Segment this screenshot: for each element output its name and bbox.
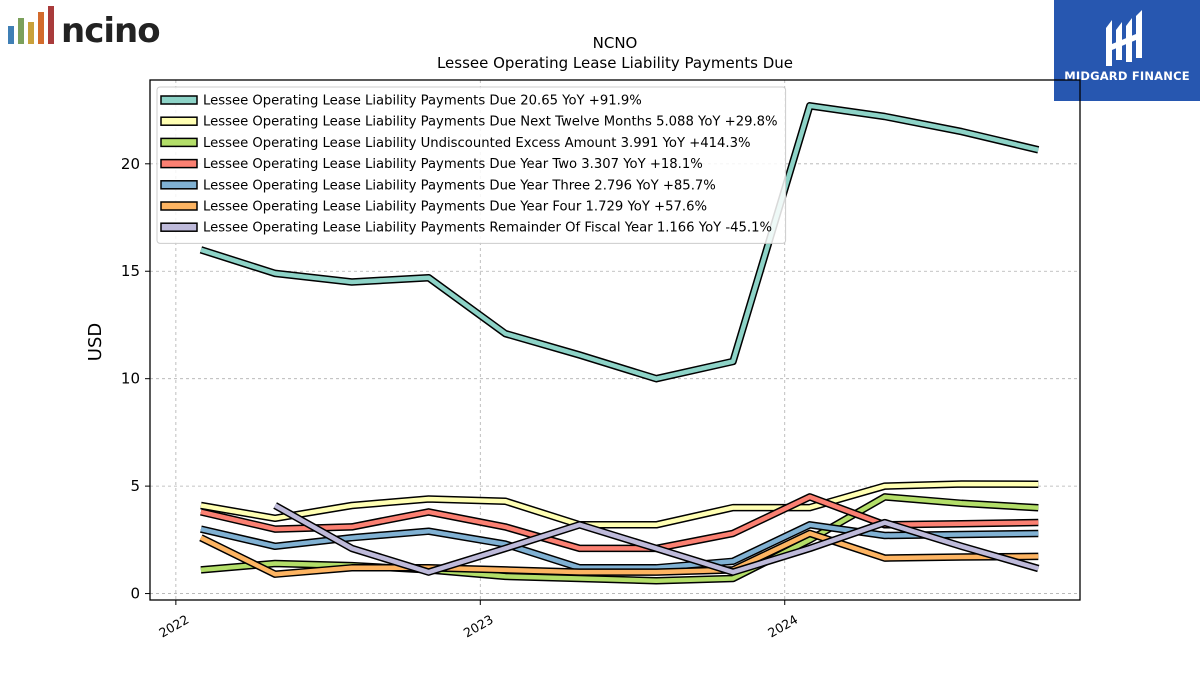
- midgard-emblem-icon: [1106, 10, 1142, 66]
- series-line: [273, 502, 1040, 576]
- series-line-stroke: [200, 103, 1039, 381]
- legend-swatch: [160, 222, 198, 232]
- legend-label: Lessee Operating Lease Liability Undisco…: [203, 136, 751, 151]
- series-line-stroke: [199, 531, 1039, 577]
- legend-label: Lessee Operating Lease Liability Payment…: [203, 157, 703, 172]
- y-tick-label: 0: [130, 585, 140, 603]
- legend-label: Lessee Operating Lease Liability Payment…: [203, 200, 707, 215]
- ncino-logo-mark: ncino: [8, 6, 161, 51]
- series-line: [199, 102, 1040, 383]
- chart-subtitle: Lessee Operating Lease Liability Payment…: [437, 54, 793, 72]
- legend-swatch: [160, 201, 198, 211]
- legend: Lessee Operating Lease Liability Payment…: [156, 86, 787, 244]
- y-tick-label: 10: [121, 370, 140, 388]
- ncino-logo: ncino: [6, 6, 166, 51]
- ncino-logo-bar: [28, 22, 34, 44]
- ncino-logo-bar: [38, 12, 44, 44]
- y-tick-label: 20: [121, 155, 140, 173]
- series-line: [199, 529, 1039, 578]
- series-lines: [199, 102, 1040, 585]
- x-tick-label: 2024: [765, 612, 800, 641]
- legend-label: Lessee Operating Lease Liability Payment…: [203, 94, 642, 109]
- legend-swatch: [160, 116, 198, 126]
- legend-swatch: [160, 180, 198, 190]
- chart-title: NCNO: [593, 34, 638, 52]
- x-tick-label: 2022: [156, 612, 191, 641]
- series-line-outline: [200, 480, 1039, 529]
- midgard-finance-logo: MIDGARD FINANCE: [1054, 0, 1200, 101]
- legend-swatch: [160, 137, 198, 148]
- ncino-logo-bar: [18, 18, 24, 44]
- ncino-logo-text: ncino: [61, 11, 160, 46]
- legend-swatch: [160, 95, 198, 105]
- ncino-logo-bar: [48, 6, 54, 44]
- y-tick-label: 5: [130, 477, 140, 495]
- legend-box: [156, 86, 787, 244]
- y-tick-label: 15: [121, 262, 140, 280]
- midgard-logo-text: MIDGARD FINANCE: [1064, 69, 1190, 83]
- x-tick-label: 2023: [461, 612, 496, 641]
- plot-area-frame: [149, 79, 1081, 601]
- legend-label: Lessee Operating Lease Liability Payment…: [203, 221, 772, 236]
- series-line-stroke: [274, 503, 1039, 575]
- legend-label: Lessee Operating Lease Liability Payment…: [203, 178, 716, 193]
- ncino-logo-bar: [8, 26, 14, 44]
- series-line: [200, 480, 1039, 529]
- legend-swatch: [160, 158, 198, 169]
- legend-label: Lessee Operating Lease Liability Payment…: [203, 115, 778, 130]
- series-line-stroke: [200, 481, 1039, 528]
- y-axis-label: USD: [85, 323, 106, 361]
